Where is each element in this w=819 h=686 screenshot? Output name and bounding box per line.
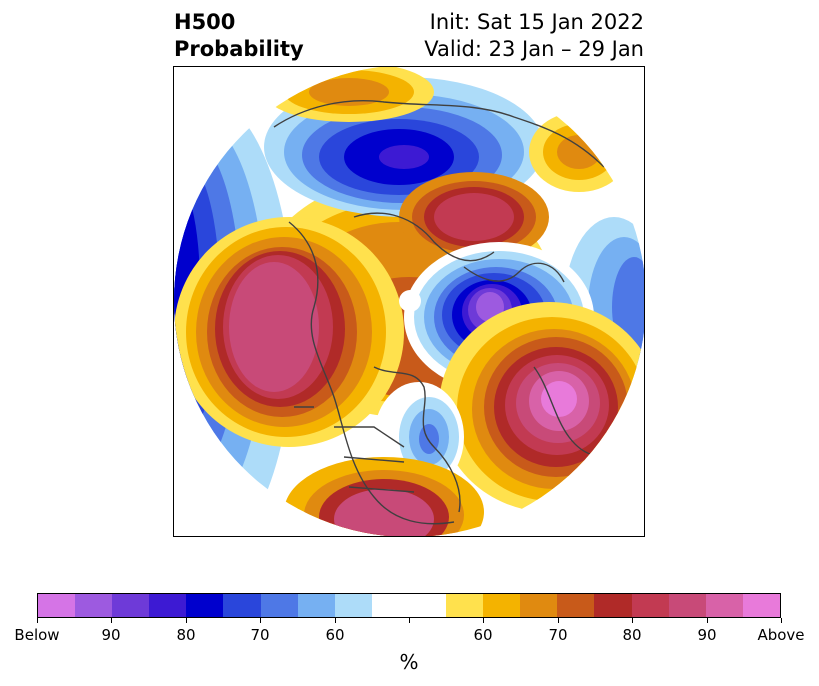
title-variable: H500	[174, 10, 236, 34]
probability-field	[174, 67, 644, 536]
colorbar-tick	[558, 618, 559, 623]
colorbar-segment	[371, 594, 409, 617]
colorbar-segment	[446, 594, 484, 617]
colorbar-tick	[781, 618, 782, 623]
colorbar-tick	[632, 618, 633, 623]
colorbar-tick-label: 70	[250, 626, 270, 644]
colorbar-segment	[557, 594, 595, 617]
colorbar-tick-label: 90	[697, 626, 717, 644]
colorbar-tick	[409, 618, 410, 623]
colorbar-tick-label: Below	[14, 626, 60, 644]
colorbar-segment	[408, 594, 447, 617]
colorbar-tick	[260, 618, 261, 623]
colorbar-tick-label: 60	[473, 626, 493, 644]
colorbar-tick	[335, 618, 336, 623]
colorbar-segment	[705, 594, 743, 617]
colorbar-unit: %	[399, 650, 419, 674]
title-product: Probability	[174, 37, 304, 61]
colorbar-segment	[483, 594, 521, 617]
colorbar-tick	[707, 618, 708, 623]
above-normal-east-asia	[529, 112, 629, 192]
colorbar-tick-label: 80	[176, 626, 196, 644]
colorbar-segment	[520, 594, 558, 617]
colorbar-tick	[111, 618, 112, 623]
colorbar-segment	[594, 594, 632, 617]
colorbar	[37, 593, 781, 618]
colorbar-tick	[186, 618, 187, 623]
colorbar-segment	[742, 594, 780, 617]
colorbar-tick-label: 80	[622, 626, 642, 644]
colorbar-segment	[186, 594, 224, 617]
above-normal-eurasia	[399, 172, 549, 262]
colorbar-tick-label: 90	[101, 626, 121, 644]
coastlines	[273, 100, 620, 525]
colorbar-segment	[75, 594, 113, 617]
colorbar-segment	[334, 594, 372, 617]
colorbar-segment	[668, 594, 706, 617]
colorbar-segment	[38, 594, 76, 617]
init-date: Init: Sat 15 Jan 2022	[429, 10, 644, 34]
north-pole-marker	[399, 290, 421, 312]
colorbar-tick-label: Above	[757, 626, 805, 644]
colorbar-tick-label: 70	[548, 626, 568, 644]
colorbar-tick	[483, 618, 484, 623]
colorbar-segment	[223, 594, 261, 617]
colorbar-tick-label: 60	[325, 626, 345, 644]
colorbar-segment	[297, 594, 335, 617]
colorbar-tick	[37, 618, 38, 623]
above-normal-gulf	[284, 457, 484, 536]
colorbar-segment	[260, 594, 298, 617]
valid-range: Valid: 23 Jan – 29 Jan	[424, 37, 644, 61]
colorbar-segment	[149, 594, 187, 617]
above-normal-pacific	[174, 217, 404, 447]
colorbar-segment	[112, 594, 150, 617]
polar-stereographic-map	[173, 66, 645, 537]
map-title: H500 Probability	[174, 9, 304, 63]
colorbar-segment	[631, 594, 669, 617]
map-dates: Init: Sat 15 Jan 2022 Valid: 23 Jan – 29…	[424, 9, 644, 63]
